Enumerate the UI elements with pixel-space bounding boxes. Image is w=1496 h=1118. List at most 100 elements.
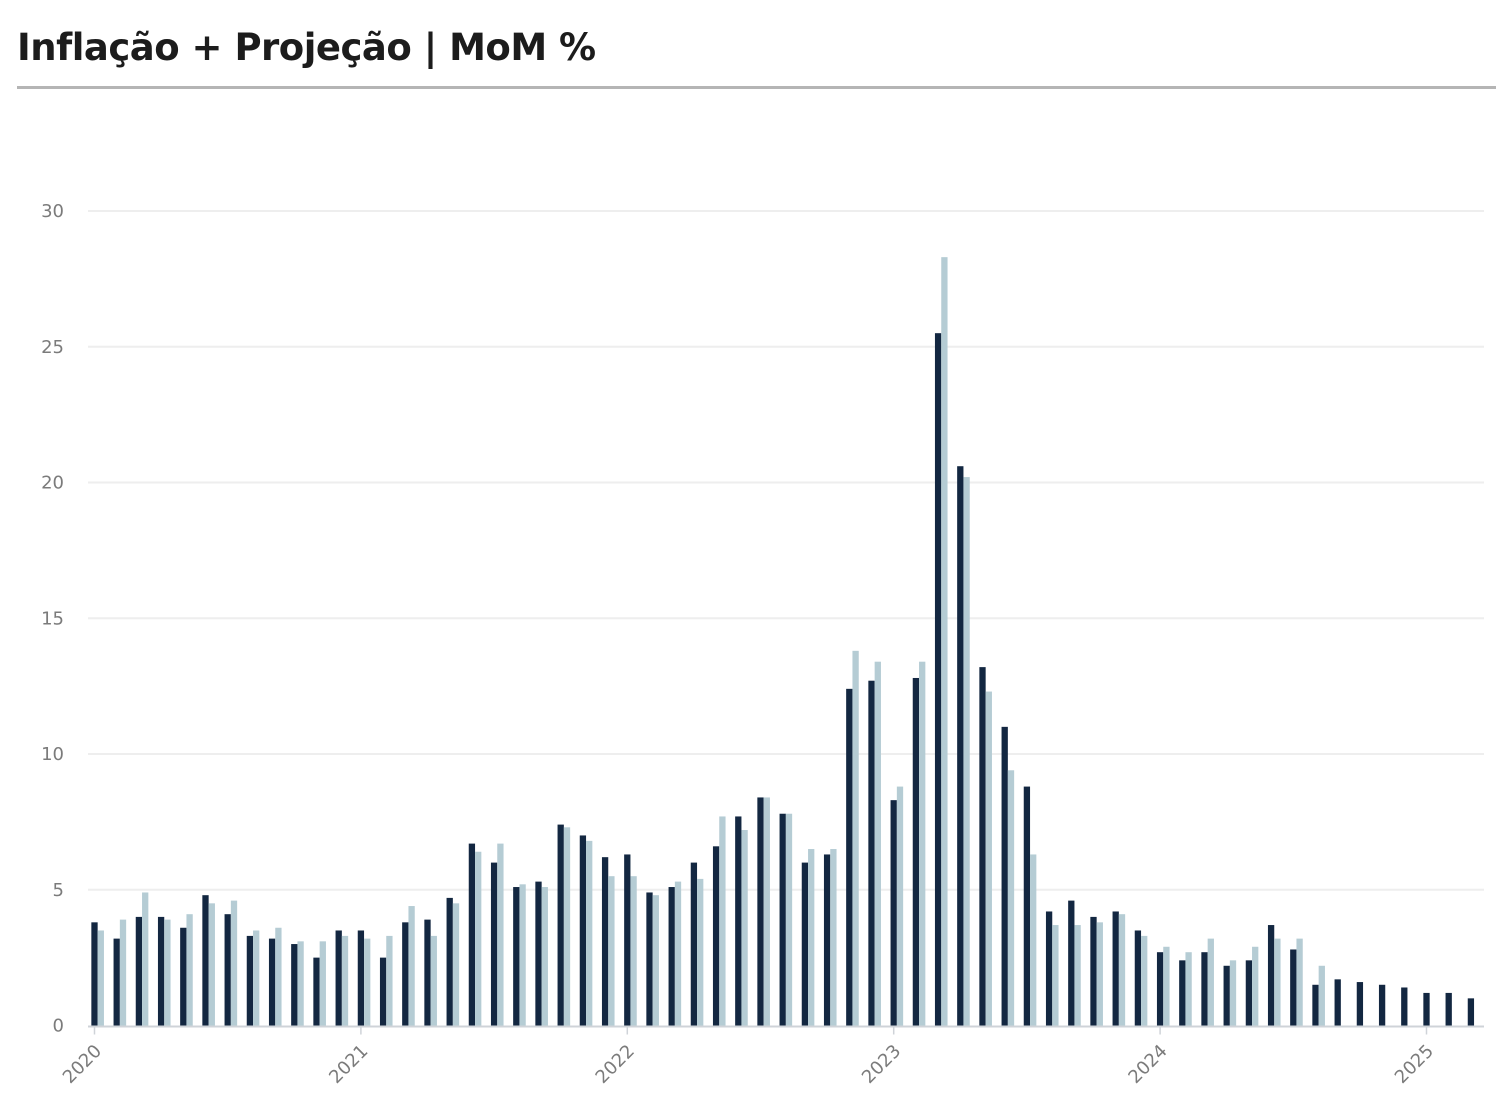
bar-actual (246, 935, 254, 1026)
bar-actual (1445, 992, 1452, 1026)
bar-projection (119, 919, 127, 1026)
bar-actual (757, 797, 764, 1026)
y-tick-label: 25 (41, 337, 64, 358)
bar-actual (490, 862, 498, 1026)
bar-actual (934, 333, 942, 1026)
bar-actual (1245, 960, 1253, 1026)
bar-projection (1007, 770, 1015, 1026)
bar-projection (608, 876, 615, 1026)
bar-actual (979, 667, 986, 1026)
bar-projection (852, 650, 859, 1026)
y-tick-label: 5 (53, 880, 64, 901)
bar-projection (297, 941, 304, 1026)
y-tick-label: 0 (53, 1016, 64, 1037)
y-axis-labels: 0 5 10 15 20 25 30 (41, 201, 64, 1037)
bar-actual (1356, 982, 1364, 1026)
bar-projection (630, 876, 637, 1026)
bar-actual (1023, 786, 1031, 1026)
x-tick-label: 2024 (1124, 1041, 1171, 1088)
bar-actual (557, 824, 564, 1026)
bar-actual (957, 466, 964, 1026)
bar-actual (113, 938, 120, 1026)
bar-actual (1134, 930, 1142, 1026)
y-tick-label: 20 (41, 473, 64, 494)
bar-actual (1267, 925, 1275, 1026)
bar-projection (719, 816, 726, 1026)
bar-projection (1163, 946, 1170, 1026)
bar-actual (890, 800, 897, 1026)
bar-actual (668, 887, 675, 1026)
bar-actual (601, 857, 609, 1026)
bar-projection (741, 830, 748, 1026)
bar-projection (1141, 935, 1148, 1026)
bar-actual (357, 930, 365, 1026)
bar-actual (135, 916, 143, 1026)
bar-actual (157, 916, 165, 1026)
bar-actual (868, 680, 875, 1026)
bar-projection (1185, 952, 1192, 1026)
bar-projection (208, 903, 215, 1026)
bar-actual (1334, 979, 1341, 1026)
x-tick-label: 2021 (325, 1041, 372, 1088)
bar-actual (646, 892, 653, 1026)
bar-actual (1156, 952, 1164, 1026)
bar-actual (624, 854, 631, 1026)
chart-title: Inflação + Projeção | MoM % (17, 26, 596, 69)
bars (91, 257, 1475, 1026)
bar-projection (319, 941, 326, 1026)
bar-projection (519, 884, 526, 1026)
bar-projection (186, 914, 193, 1026)
bar-projection (253, 930, 260, 1026)
bar-projection (763, 797, 770, 1026)
bar-projection (919, 661, 926, 1026)
bar-actual (268, 938, 276, 1026)
bar-projection (652, 895, 659, 1026)
bar-projection (1318, 965, 1325, 1026)
x-axis-labels: 2020 2021 2022 2023 2024 2025 (59, 1026, 1438, 1088)
bar-projection (275, 927, 282, 1026)
bar-projection (1074, 925, 1081, 1026)
bar-actual (402, 922, 409, 1026)
bar-actual (535, 881, 542, 1026)
bar-actual (291, 944, 298, 1026)
bar-actual (690, 862, 698, 1026)
bar-actual (468, 843, 476, 1026)
bar-projection (1052, 925, 1059, 1026)
bar-actual (335, 930, 342, 1026)
bar-projection (674, 881, 682, 1026)
bar-actual (313, 957, 320, 1026)
x-tick-label: 2020 (59, 1041, 106, 1088)
bar-projection (408, 906, 415, 1026)
bar-projection (941, 257, 948, 1026)
bar-projection (142, 892, 149, 1026)
bar-actual (801, 862, 809, 1026)
bar-projection (1118, 914, 1126, 1026)
y-tick-label: 15 (41, 608, 64, 629)
bar-projection (452, 903, 460, 1026)
bar-projection (541, 887, 548, 1026)
bar-actual (1401, 987, 1408, 1026)
bar-projection (386, 935, 393, 1026)
bar-actual (446, 897, 453, 1026)
bar-actual (1467, 998, 1475, 1026)
y-tick-label: 10 (41, 744, 64, 765)
bar-projection (874, 661, 881, 1026)
bar-actual (224, 914, 231, 1026)
bar-projection (1252, 946, 1259, 1026)
bar-projection (985, 691, 992, 1026)
bar-projection (697, 878, 704, 1026)
bar-actual (91, 922, 98, 1026)
bar-projection (341, 935, 349, 1026)
bar-actual (1312, 984, 1319, 1026)
bar-actual (1223, 965, 1230, 1026)
x-tick-label: 2022 (592, 1041, 639, 1088)
bar-actual (823, 854, 831, 1026)
bar-actual (1001, 726, 1008, 1026)
bar-actual (424, 919, 431, 1026)
bar-projection (1207, 938, 1214, 1026)
y-tick-label: 30 (41, 201, 64, 222)
bar-projection (97, 930, 104, 1026)
bar-actual (1290, 949, 1297, 1026)
bar-projection (1229, 960, 1237, 1026)
